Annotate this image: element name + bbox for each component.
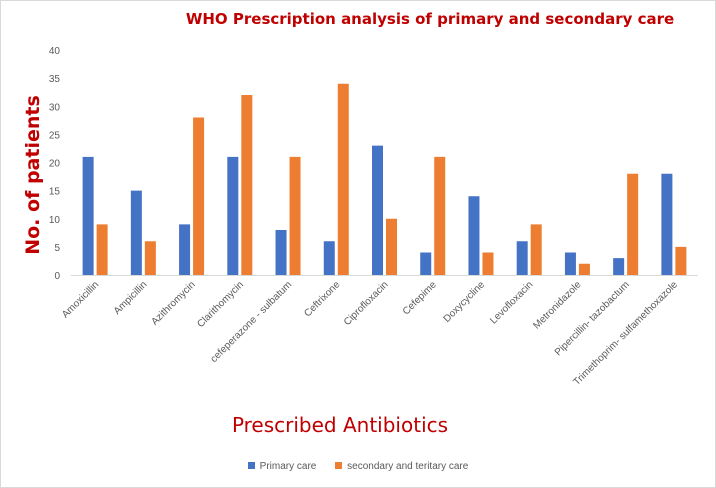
bar-primary-care-amoxicillin	[82, 156, 94, 275]
chart-title: WHO Prescription analysis of primary and…	[185, 10, 675, 28]
bar-secondary-and-teritary-care-ceftrixone	[337, 83, 349, 275]
y-tick-label-35: 35	[49, 74, 61, 85]
bar-primary-care-ampicillin	[130, 190, 142, 275]
y-tick-label-20: 20	[49, 159, 61, 170]
bar-primary-care-doxycycline	[468, 196, 480, 275]
y-tick-label-15: 15	[49, 187, 61, 198]
bar-primary-care-pipercillin-tazobactum	[613, 258, 625, 275]
y-tick-label-40: 40	[49, 46, 61, 57]
bar-primary-care-trimethoprim-sulfamethoxazole	[661, 173, 673, 275]
bar-primary-care-metronidazole	[564, 252, 576, 275]
x-tick-label-amoxicillin: Amoxicillin	[60, 279, 101, 320]
legend-item-secondary-care: secondary and teritary care	[335, 461, 468, 472]
bar-primary-care-azithromycin	[179, 224, 191, 275]
x-tick-label-ceftrixone: Ceftrixone	[302, 279, 342, 319]
bar-secondary-and-teritary-care-cefeperazone-sulbatum	[289, 156, 301, 275]
bar-primary-care-levofloxacin	[516, 241, 528, 275]
bar-primary-care-clarithomycin	[227, 156, 239, 275]
bar-secondary-and-teritary-care-pipercillin-tazobactum	[627, 173, 639, 275]
bar-primary-care-ceftrixone	[323, 241, 335, 275]
x-tick-label-cefeperazone-sulbatum: cefeperazone - sulbatum	[209, 279, 295, 365]
x-tick-label-clarithomycin: Clarithomycin	[195, 279, 246, 330]
bar-secondary-and-teritary-care-amoxicillin	[96, 224, 108, 275]
legend-swatch-primary-care	[247, 462, 255, 469]
bar-secondary-and-teritary-care-trimethoprim-sulfamethoxazole	[675, 246, 687, 275]
bar-secondary-and-teritary-care-cefepime	[434, 156, 446, 275]
y-tick-label-10: 10	[49, 215, 61, 226]
x-tick-label-metronidazole: Metronidazole	[531, 279, 584, 332]
bar-secondary-and-teritary-care-levofloxacin	[530, 224, 542, 275]
y-tick-label-5: 5	[54, 243, 60, 254]
bar-secondary-and-teritary-care-ampicillin	[144, 241, 156, 275]
y-tick-label-25: 25	[49, 130, 61, 141]
x-tick-label-ampicillin: Ampicillin	[112, 279, 150, 317]
bar-secondary-and-teritary-care-clarithomycin	[241, 95, 253, 275]
legend-swatch-secondary-care	[335, 462, 343, 469]
bar-primary-care-cefepime	[420, 252, 432, 275]
bar-secondary-and-teritary-care-ciprofloxacin	[386, 218, 397, 275]
bar-secondary-and-teritary-care-metronidazole	[578, 263, 590, 275]
bar-primary-care-ciprofloxacin	[372, 145, 383, 275]
y-tick-label-0: 0	[54, 271, 60, 282]
x-tick-label-trimethoprim-sulfamethoxazole: Trimethoprim- sulfamethoxazole	[571, 279, 680, 388]
legend-label-primary-care: Primary care	[259, 461, 317, 472]
legend-item-primary-care: Primary care	[247, 461, 317, 472]
bar-primary-care-cefeperazone-sulbatum	[275, 230, 287, 275]
x-tick-label-cefepime: Cefepime	[401, 279, 439, 317]
x-tick-label-levofloxacin: Levofloxacin	[488, 279, 535, 326]
y-tick-label-30: 30	[49, 102, 61, 113]
x-axis-label: Prescribed Antibiotics	[231, 413, 449, 437]
x-tick-label-doxycycline: Doxycycline	[442, 279, 488, 325]
bar-secondary-and-teritary-care-doxycycline	[482, 252, 494, 275]
legend: Primary care secondary and teritary care	[0, 461, 716, 472]
x-tick-label-azithromycin: Azithromycin	[149, 279, 197, 327]
legend-label-secondary-care: secondary and teritary care	[347, 461, 469, 472]
bar-secondary-and-teritary-care-azithromycin	[193, 117, 205, 275]
x-tick-label-ciprofloxacin: Ciprofloxacin	[342, 279, 391, 328]
